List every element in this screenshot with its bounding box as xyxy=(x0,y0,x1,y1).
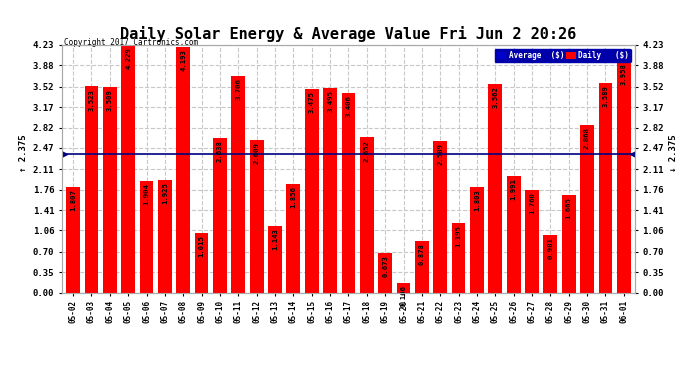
Text: ↓ 2.375: ↓ 2.375 xyxy=(669,135,678,172)
Bar xyxy=(286,184,300,292)
Text: 1.760: 1.760 xyxy=(529,192,535,214)
Title: Daily Solar Energy & Average Value Fri Jun 2 20:26: Daily Solar Energy & Average Value Fri J… xyxy=(120,27,577,42)
Text: 1.665: 1.665 xyxy=(566,197,572,219)
Text: 3.706: 3.706 xyxy=(235,78,242,100)
Text: 2.609: 2.609 xyxy=(254,142,259,164)
Text: 1.991: 1.991 xyxy=(511,178,517,200)
Bar xyxy=(139,181,153,292)
Bar xyxy=(360,137,374,292)
Text: 3.406: 3.406 xyxy=(346,96,351,117)
Bar xyxy=(470,187,484,292)
Text: 0.981: 0.981 xyxy=(547,237,553,260)
Text: 2.589: 2.589 xyxy=(437,143,443,165)
Text: ↑ 2.375: ↑ 2.375 xyxy=(19,135,28,172)
Bar xyxy=(506,176,520,292)
Bar xyxy=(195,233,208,292)
Legend: Average  ($), Daily   ($): Average ($), Daily ($) xyxy=(495,49,631,62)
Bar xyxy=(103,87,117,292)
Bar xyxy=(121,45,135,292)
Bar xyxy=(158,180,172,292)
Bar xyxy=(268,226,282,292)
Bar xyxy=(305,89,319,292)
Text: 4.229: 4.229 xyxy=(125,47,131,69)
Text: 3.958: 3.958 xyxy=(621,63,627,85)
Bar xyxy=(598,82,612,292)
Bar xyxy=(397,283,411,292)
Text: 3.523: 3.523 xyxy=(88,89,95,111)
Bar xyxy=(250,140,264,292)
Bar xyxy=(213,138,227,292)
Text: 2.638: 2.638 xyxy=(217,141,223,162)
Text: 3.475: 3.475 xyxy=(308,92,315,113)
Text: 1.143: 1.143 xyxy=(272,228,278,250)
Text: 3.495: 3.495 xyxy=(327,90,333,112)
Bar xyxy=(452,223,466,292)
Bar xyxy=(544,235,558,292)
Bar xyxy=(525,189,539,292)
Bar xyxy=(580,125,594,292)
Text: 0.673: 0.673 xyxy=(382,255,388,278)
Text: 1.195: 1.195 xyxy=(455,225,462,247)
Bar xyxy=(378,253,392,292)
Text: 3.509: 3.509 xyxy=(107,90,113,111)
Bar xyxy=(342,93,355,292)
Text: 1.015: 1.015 xyxy=(199,236,205,257)
Text: 0.166: 0.166 xyxy=(400,285,406,307)
Bar xyxy=(85,86,99,292)
Bar xyxy=(562,195,575,292)
Bar xyxy=(433,141,447,292)
Bar xyxy=(231,76,245,292)
Bar xyxy=(617,61,631,292)
Text: 4.193: 4.193 xyxy=(180,50,186,71)
Text: 2.868: 2.868 xyxy=(584,127,590,149)
Text: 1.925: 1.925 xyxy=(162,182,168,204)
Bar xyxy=(489,84,502,292)
Text: 1.803: 1.803 xyxy=(474,189,480,211)
Text: 2.652: 2.652 xyxy=(364,140,370,162)
Text: Copyright 2017 Cartronics.com: Copyright 2017 Cartronics.com xyxy=(64,38,198,47)
Text: 3.562: 3.562 xyxy=(492,86,498,108)
Text: 0.878: 0.878 xyxy=(419,243,425,266)
Text: 1.856: 1.856 xyxy=(290,186,297,208)
Text: 1.904: 1.904 xyxy=(144,183,150,205)
Text: 3.589: 3.589 xyxy=(602,85,609,107)
Bar xyxy=(415,241,428,292)
Bar xyxy=(66,187,80,292)
Text: 1.807: 1.807 xyxy=(70,189,76,211)
Bar xyxy=(323,88,337,292)
Bar xyxy=(177,47,190,292)
